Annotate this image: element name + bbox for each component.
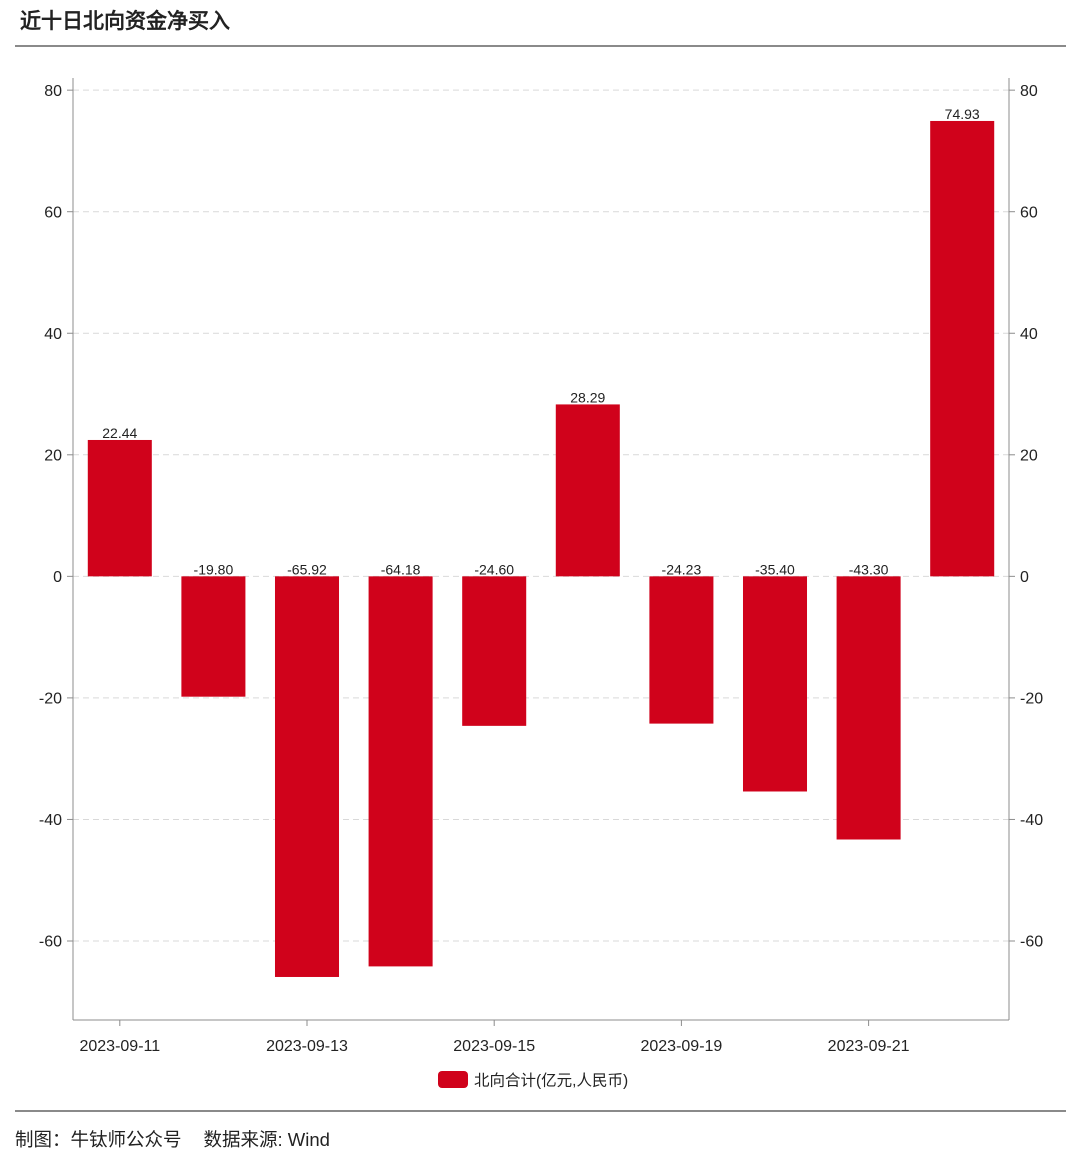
y-axis-left-ticks: 80 60 40 20 0 -20 -40 -60	[39, 83, 73, 951]
bar-3	[274, 576, 340, 977]
chart-title: 近十日北向资金净买入	[20, 10, 230, 33]
bar-7	[649, 576, 714, 724]
y-tick-label-right: 40	[1020, 326, 1038, 343]
y-tick-label-left: 20	[44, 448, 62, 465]
bar-value-label-5: -24.60	[474, 561, 514, 577]
bar-1	[87, 439, 152, 577]
bar-value-label-6: 28.29	[570, 389, 605, 405]
bar-value-label-10: 74.93	[945, 106, 980, 122]
bar-8	[742, 576, 808, 792]
bar-value-label-1: 22.44	[102, 425, 137, 441]
x-tick-label: 2023-09-11	[79, 1038, 160, 1055]
bar-5	[462, 576, 527, 726]
bar-chart: 22.44 -19.80 -65.92 -64.18 -24.60 28.29 -24.23…	[39, 78, 1043, 1090]
y-tick-label-right: -60	[1020, 934, 1043, 951]
y-tick-label-left: -20	[39, 691, 62, 708]
y-tick-label-left: 40	[44, 326, 62, 343]
bar-4	[368, 576, 433, 967]
bar-value-label-8: -35.40	[755, 561, 795, 577]
footer: 制图：牛钛师公众号 数据来源: Wind	[15, 1128, 330, 1152]
y-tick-label-left: 80	[44, 83, 62, 100]
bar-9	[836, 576, 901, 840]
bar-value-label-7: -24.23	[662, 561, 702, 577]
bar-value-labels: 22.44 -19.80 -65.92 -64.18 -24.60 28.29 -24.23…	[102, 106, 980, 577]
y-tick-label-left: -40	[39, 812, 62, 829]
x-tick-label: 2023-09-15	[453, 1038, 535, 1055]
y-tick-label-right: 0	[1020, 569, 1029, 586]
bar-6	[555, 404, 620, 577]
y-tick-label-right: 20	[1020, 448, 1038, 465]
y-tick-label-right: -40	[1020, 812, 1043, 829]
y-tick-label-left: 0	[53, 569, 62, 586]
x-tick-label: 2023-09-19	[640, 1038, 722, 1055]
y-tick-label-left: 60	[44, 204, 62, 221]
y-tick-label-left: -60	[39, 934, 62, 951]
legend-label: 北向合计(亿元,人民币)	[474, 1072, 628, 1090]
x-axis-ticks: 2023-09-11 2023-09-13 2023-09-15 2023-09-19…	[79, 1020, 910, 1055]
legend: 北向合计(亿元,人民币)	[438, 1071, 628, 1090]
bar-2	[181, 576, 246, 697]
y-tick-label-right: 60	[1020, 204, 1038, 221]
bar-value-label-9: -43.30	[849, 561, 889, 577]
y-axis-right-ticks: 80 60 40 20 0 -20 -40 -60	[1009, 83, 1043, 951]
bar-value-label-3: -65.92	[287, 561, 327, 577]
footer-credit: 制图：牛钛师公众号	[15, 1129, 182, 1150]
bar-value-label-2: -19.80	[194, 561, 234, 577]
bar-10	[930, 120, 995, 577]
x-tick-label: 2023-09-13	[266, 1038, 348, 1055]
x-tick-label: 2023-09-21	[828, 1038, 910, 1055]
bars	[87, 120, 995, 977]
legend-swatch	[438, 1071, 468, 1088]
footer-divider	[15, 1110, 1066, 1112]
bar-value-label-4: -64.18	[381, 561, 421, 577]
title-divider	[15, 45, 1066, 47]
footer-source: 数据来源: Wind	[203, 1129, 330, 1150]
axes	[72, 78, 1010, 1021]
y-tick-label-right: -20	[1020, 691, 1043, 708]
y-tick-label-right: 80	[1020, 83, 1038, 100]
